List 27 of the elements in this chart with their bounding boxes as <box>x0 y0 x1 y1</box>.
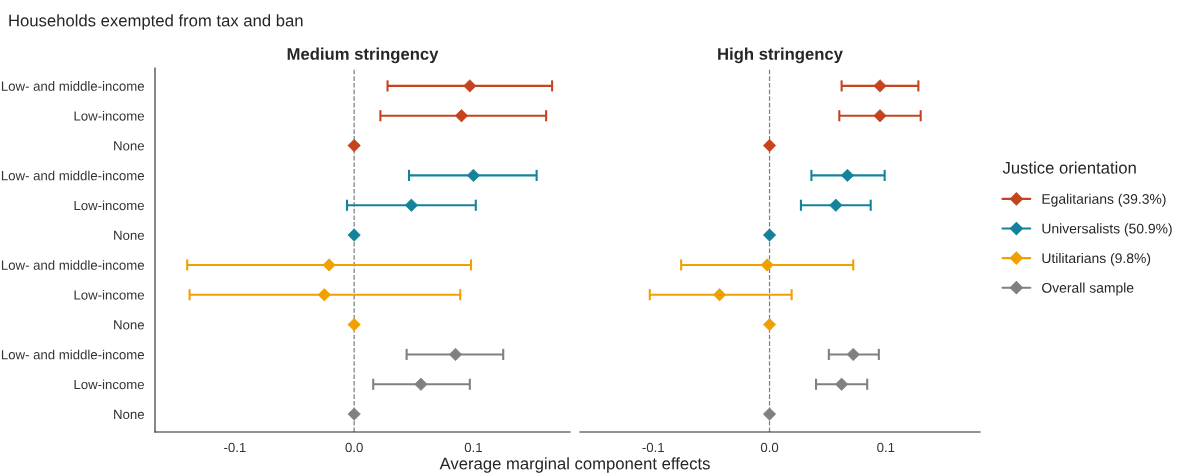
text: Households exempted from tax and ban <box>9 14 303 30</box>
legend-label: Egalitarians (39.3%) <box>1042 193 1166 207</box>
y-tick-label: None <box>114 230 144 240</box>
y-tick-label: Low-income <box>74 379 144 390</box>
chart-title: High stringency <box>718 47 843 64</box>
x-axis-title: Average marginal component effects <box>439 457 710 473</box>
legend-label: Overall sample <box>1042 282 1134 296</box>
y-tick-label: Low-income <box>74 289 144 300</box>
chart-title: Medium stringency <box>287 47 439 64</box>
x-tick-label: -0.1 <box>642 442 664 453</box>
legend-label: Utilitarians (9.8%) <box>1042 252 1151 266</box>
x-tick-label: -0.1 <box>224 442 246 453</box>
legend-title: Justice orientation <box>1002 161 1136 174</box>
x-tick-label: 0.1 <box>877 442 895 453</box>
x-tick-label: 0.0 <box>345 442 363 453</box>
x-tick-label: 0.1 <box>464 442 482 453</box>
y-tick-label: None <box>114 141 144 151</box>
x-tick-label: 0.0 <box>760 442 779 453</box>
y-tick-label: Low-income <box>74 200 144 211</box>
y-tick-label: Low- and middle-income <box>1 170 145 181</box>
y-tick-label: Low- and middle-income <box>1 81 145 91</box>
legend-label: Universalists (50.9%) <box>1042 223 1172 237</box>
y-tick-label: None <box>114 409 144 420</box>
y-tick-label: Low- and middle-income <box>1 349 145 360</box>
y-tick-label: None <box>114 320 144 330</box>
y-tick-label: Low- and middle-income <box>1 260 145 270</box>
y-tick-label: Low-income <box>74 110 144 121</box>
